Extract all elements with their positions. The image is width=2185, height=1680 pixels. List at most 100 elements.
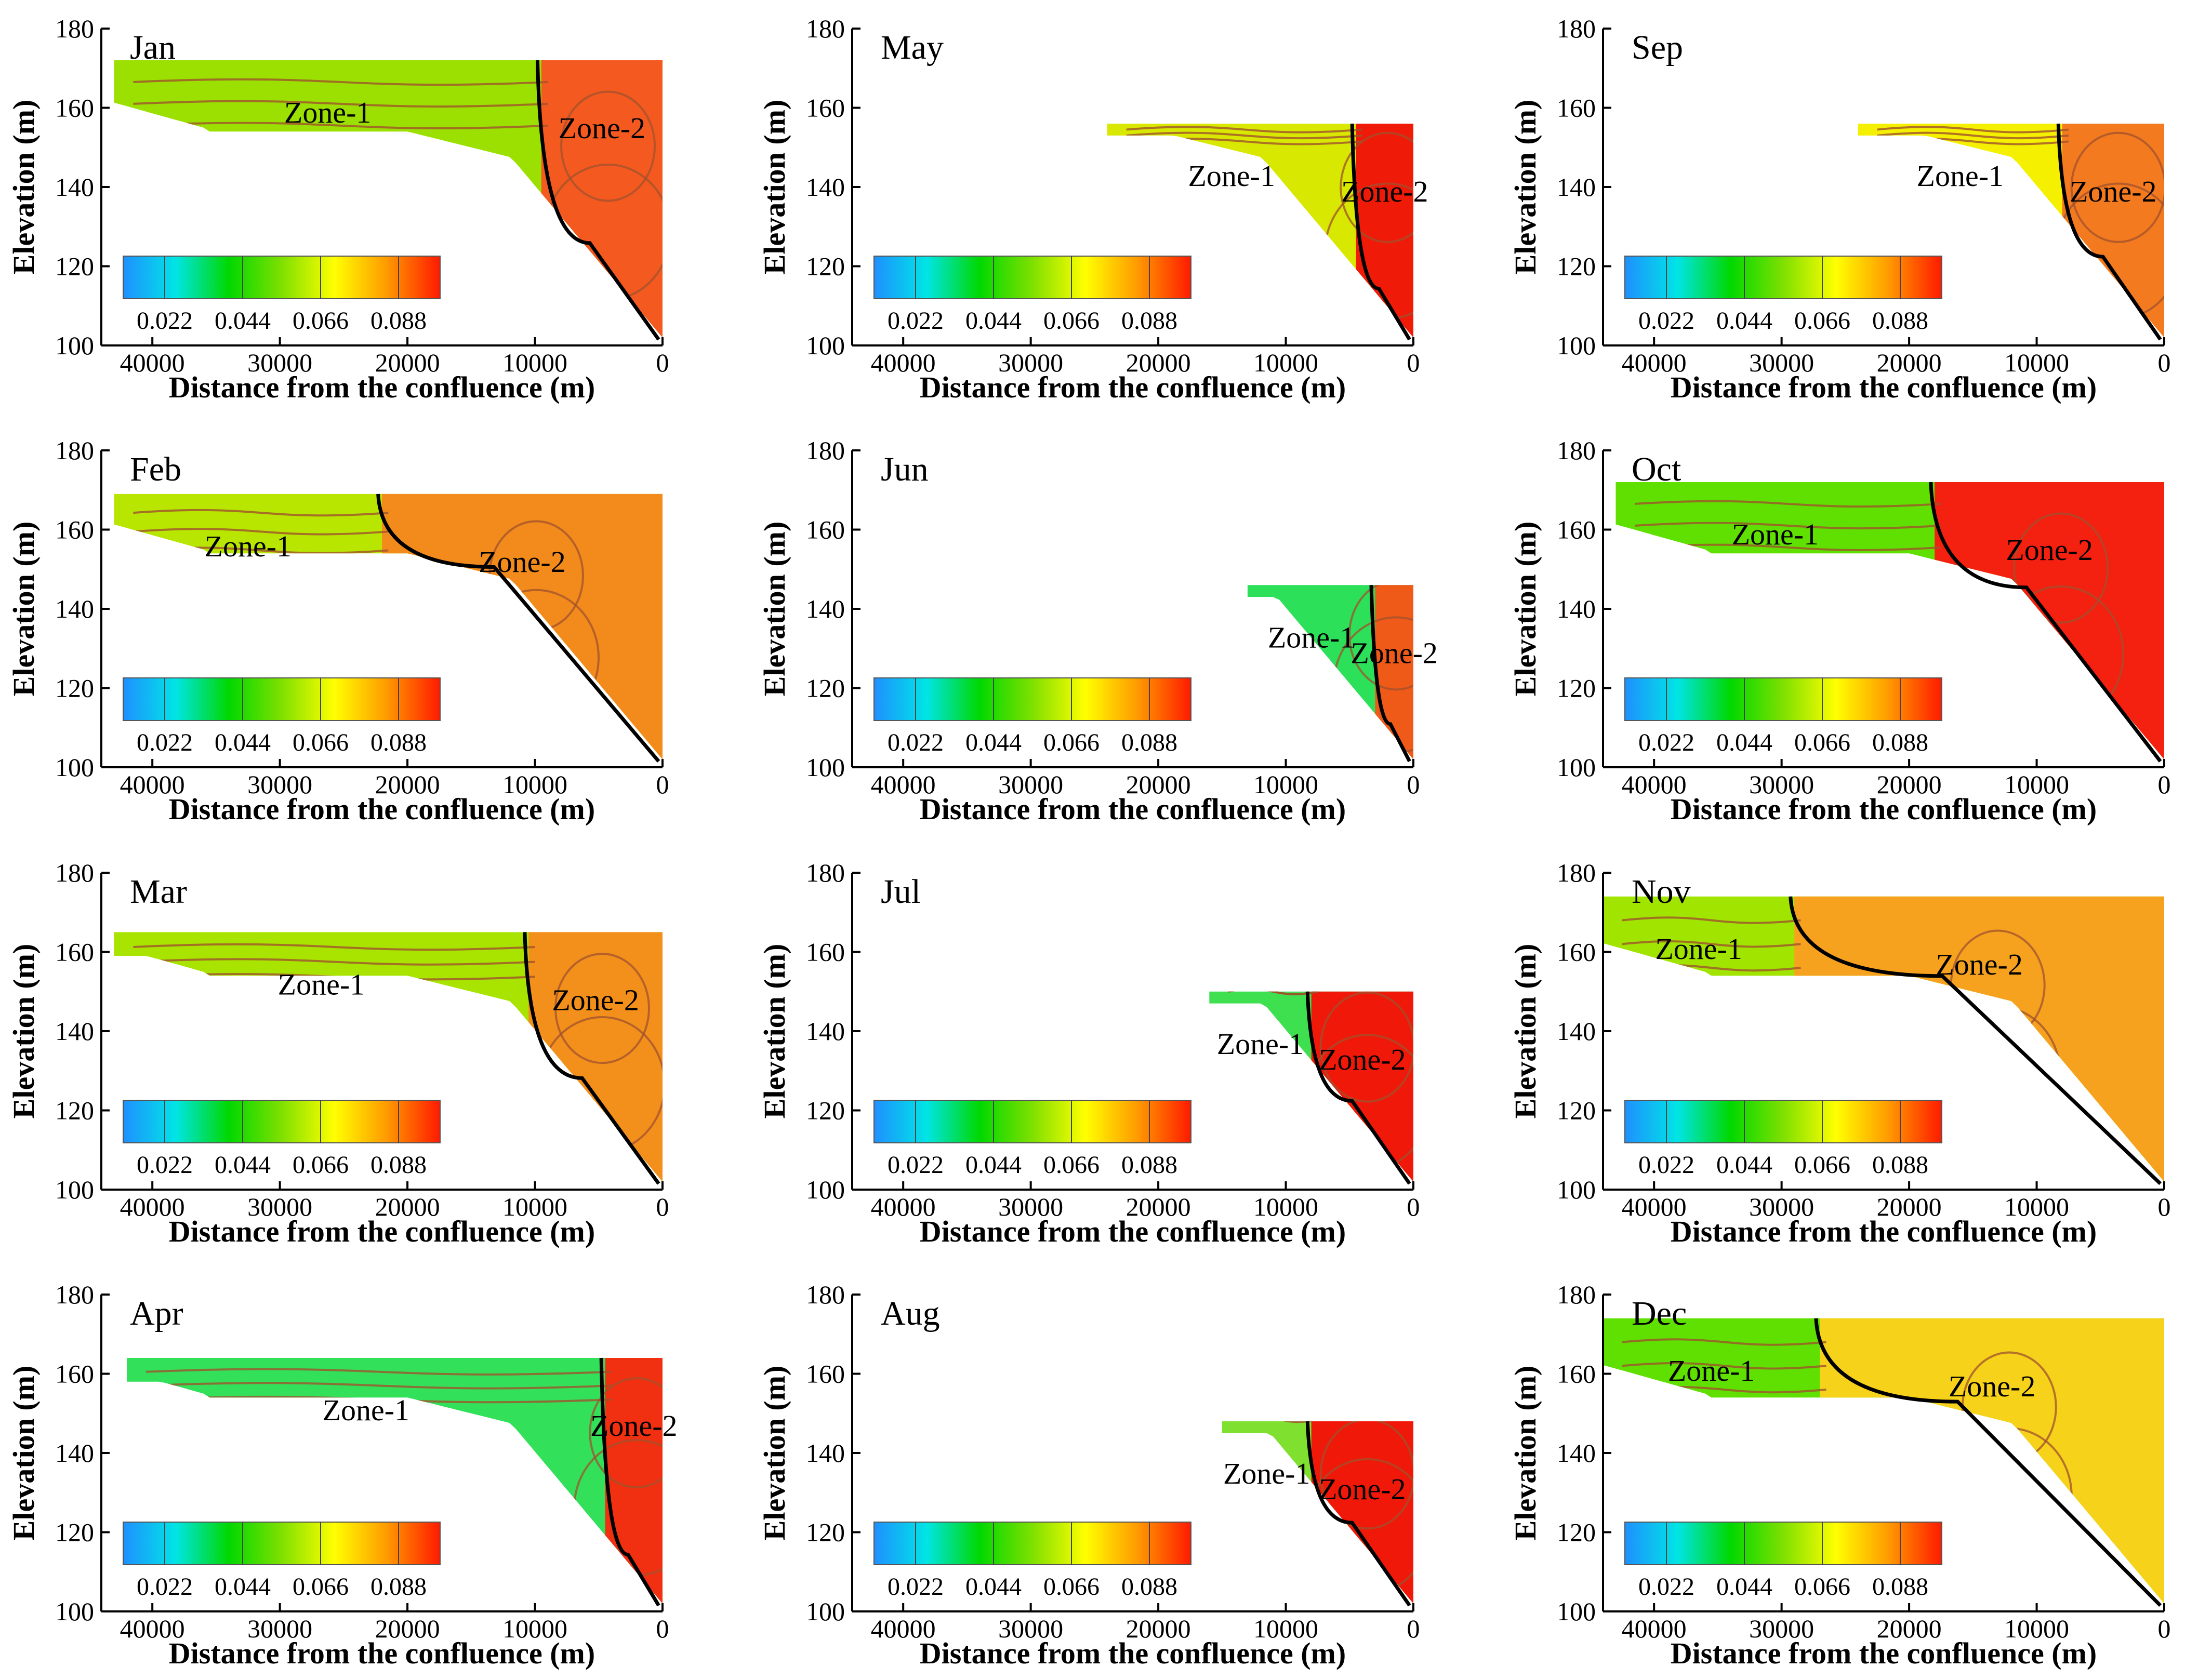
x-tick-label: 10000 bbox=[1253, 770, 1318, 799]
colorbar-tick-label: 0.066 bbox=[293, 729, 349, 756]
x-axis-title: Distance from the confluence (m) bbox=[1671, 1636, 2097, 1670]
zone-1-label: Zone-1 bbox=[1917, 159, 2004, 193]
x-tick-label: 0 bbox=[1407, 770, 1420, 799]
colorbar-tick-label: 0.088 bbox=[1872, 729, 1928, 756]
x-tick-label: 10000 bbox=[2004, 348, 2069, 377]
colorbar-tick-label: 0.044 bbox=[215, 307, 271, 335]
y-axis-title: Elevation (m) bbox=[1508, 100, 1542, 275]
y-tick-label: 180 bbox=[55, 858, 94, 887]
zone-boundary-line bbox=[1305, 1421, 1411, 1607]
zone-1-label: Zone-1 bbox=[1223, 1457, 1310, 1490]
y-tick-label: 120 bbox=[1557, 252, 1596, 281]
x-tick-label: 0 bbox=[2158, 348, 2171, 377]
panel-title: Feb bbox=[130, 450, 181, 488]
y-tick-label: 140 bbox=[806, 172, 845, 202]
colorbar-tick-label: 0.088 bbox=[370, 729, 427, 756]
x-tick-label: 20000 bbox=[1877, 1192, 1942, 1221]
y-tick-label: 140 bbox=[1557, 172, 1596, 202]
streamline bbox=[1622, 940, 1801, 948]
recirculation-streamline bbox=[560, 90, 656, 202]
y-tick-label: 180 bbox=[806, 14, 845, 43]
x-tick-label: 10000 bbox=[1253, 1192, 1318, 1221]
panel-nov: 100 120 140 160 180 40000 30000 20000 10000 0 Dist… bbox=[1508, 858, 2171, 1248]
x-tick-label: 10000 bbox=[502, 1614, 567, 1643]
x-axis-title: Distance from the confluence (m) bbox=[169, 370, 595, 404]
y-tick-label: 160 bbox=[806, 1359, 845, 1389]
y-tick-label: 100 bbox=[1557, 1175, 1596, 1204]
colorbar-tick-label: 0.022 bbox=[1638, 729, 1694, 756]
colorbar-tick-label: 0.044 bbox=[965, 1573, 1022, 1601]
x-tick-label: 30000 bbox=[247, 348, 312, 377]
zone-2-label: Zone-2 bbox=[590, 1409, 678, 1443]
recirculation-streamline bbox=[554, 953, 651, 1064]
colorbar-tick-label: 0.088 bbox=[1872, 1151, 1928, 1179]
y-axis-title: Elevation (m) bbox=[7, 944, 41, 1119]
x-tick-label: 30000 bbox=[1749, 348, 1814, 377]
x-tick-label: 20000 bbox=[1877, 770, 1942, 799]
x-tick-label: 0 bbox=[1407, 348, 1420, 377]
x-axis-title: Distance from the confluence (m) bbox=[169, 1215, 595, 1248]
colorbar-tick-label: 0.022 bbox=[888, 1151, 944, 1179]
colorbar-tick-label: 0.022 bbox=[1638, 307, 1694, 335]
y-tick-label: 160 bbox=[1557, 94, 1596, 123]
x-tick-label: 0 bbox=[2158, 1614, 2171, 1643]
y-tick-label: 160 bbox=[1557, 1359, 1596, 1389]
recirculation-streamline bbox=[1348, 585, 1413, 691]
panel-dec: 100 120 140 160 180 40000 30000 20000 10000 0 Dist… bbox=[1508, 1280, 2171, 1670]
zone-boundary-line bbox=[599, 1357, 660, 1607]
zone-2-label: Zone-2 bbox=[1319, 1472, 1406, 1506]
panel-mar: 100 120 140 160 180 40000 30000 20000 10000 0 Dist… bbox=[7, 858, 669, 1248]
zone-2-region bbox=[1375, 585, 1413, 767]
zone-2-region bbox=[1311, 991, 1413, 1190]
y-tick-label: 160 bbox=[806, 94, 845, 123]
zone-1-label: Zone-1 bbox=[1668, 1354, 1755, 1388]
x-tick-label: 20000 bbox=[1126, 1192, 1191, 1221]
y-axis-title: Elevation (m) bbox=[758, 944, 791, 1119]
y-tick-label: 120 bbox=[55, 1518, 94, 1547]
x-tick-label: 0 bbox=[656, 770, 669, 799]
panel-title: Aug bbox=[881, 1295, 940, 1332]
panel-title: Oct bbox=[1632, 450, 1681, 488]
panel-title: May bbox=[881, 29, 944, 66]
y-tick-label: 140 bbox=[806, 1017, 845, 1046]
zone-1-label: Zone-1 bbox=[205, 529, 292, 563]
y-tick-label: 140 bbox=[1557, 594, 1596, 623]
panel-title: Nov bbox=[1632, 873, 1691, 911]
colorbar-tick-label: 0.022 bbox=[137, 307, 193, 335]
x-tick-label: 30000 bbox=[998, 1192, 1063, 1221]
y-tick-label: 180 bbox=[55, 436, 94, 465]
x-tick-label: 20000 bbox=[375, 1192, 440, 1221]
y-axis-title: Elevation (m) bbox=[7, 522, 41, 697]
colorbar-tick-label: 0.066 bbox=[1043, 1151, 1100, 1179]
colorbar-tick-label: 0.044 bbox=[215, 1573, 271, 1601]
y-tick-label: 140 bbox=[55, 594, 94, 623]
panel-title: Jul bbox=[881, 873, 921, 911]
y-axis-title: Elevation (m) bbox=[1508, 944, 1542, 1119]
x-tick-label: 30000 bbox=[1749, 1614, 1814, 1643]
panel-title: Jan bbox=[130, 29, 176, 66]
x-tick-label: 40000 bbox=[871, 348, 936, 377]
y-tick-label: 180 bbox=[1557, 1280, 1596, 1309]
x-tick-label: 20000 bbox=[1126, 770, 1191, 799]
colorbar-tick-label: 0.044 bbox=[965, 1151, 1022, 1179]
zone-2-label: Zone-2 bbox=[2006, 533, 2093, 567]
streamline bbox=[1241, 1421, 1318, 1423]
y-tick-label: 120 bbox=[806, 1096, 845, 1125]
colorbar-tick-label: 0.088 bbox=[1872, 1573, 1928, 1601]
x-tick-label: 10000 bbox=[1253, 348, 1318, 377]
streamline bbox=[1635, 543, 1941, 551]
y-tick-label: 140 bbox=[806, 594, 845, 623]
colorbar-tick-label: 0.022 bbox=[137, 729, 193, 756]
y-tick-label: 100 bbox=[1557, 1597, 1596, 1626]
y-axis-title: Elevation (m) bbox=[758, 1366, 791, 1541]
colorbar bbox=[873, 256, 1191, 299]
x-axis-title: Distance from the confluence (m) bbox=[169, 1636, 595, 1670]
x-tick-label: 30000 bbox=[247, 770, 312, 799]
y-tick-label: 120 bbox=[55, 252, 94, 281]
recirculation-streamline bbox=[2013, 512, 2109, 624]
streamline bbox=[133, 528, 389, 536]
zone-1-label: Zone-1 bbox=[1655, 932, 1742, 966]
zone-2-label: Zone-2 bbox=[559, 111, 646, 145]
x-tick-label: 10000 bbox=[502, 1192, 567, 1221]
